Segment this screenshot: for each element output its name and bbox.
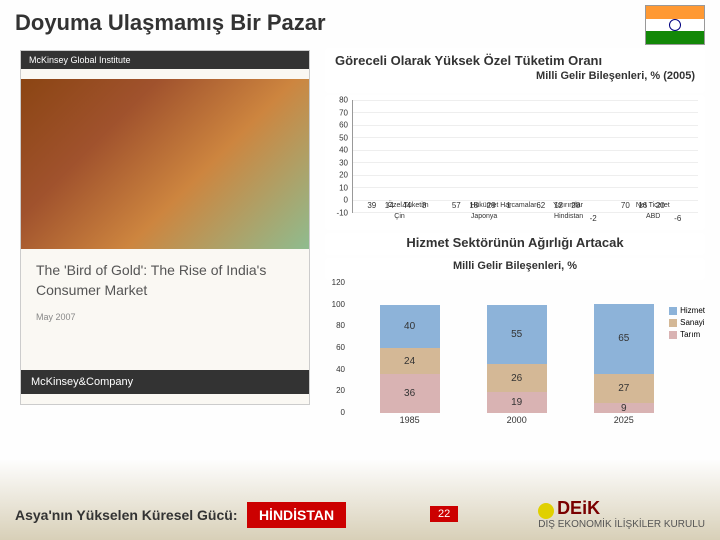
book-date: May 2007 — [21, 312, 309, 322]
book-image — [21, 79, 309, 249]
footer-text: Asya'nın Yükselen Küresel Gücü: — [15, 507, 237, 523]
chart2-title: Hizmet Sektörünün Ağırlığı Artacak — [325, 233, 705, 250]
chart2-header: Hizmet Sektörünün Ağırlığı Artacak — [325, 233, 705, 255]
chart2: 0204060801001203624401985192655200092765… — [325, 283, 705, 428]
india-flag — [645, 5, 705, 45]
book-header: McKinsey Global Institute — [21, 51, 309, 69]
footer-highlight: HİNDİSTAN — [247, 502, 346, 528]
deik-logo: DEiK DIŞ EKONOMİK İLİŞKİLER KURULU — [538, 498, 705, 530]
chart2-subheader: Milli Gelir Bileşenleri, % — [325, 258, 705, 280]
book-cover: McKinsey Global Institute The 'Bird of G… — [20, 50, 310, 405]
chart1: -10010203040506070803914443Çin5718291Jap… — [325, 95, 705, 230]
footer: Asya'nın Yükselen Küresel Gücü: HİNDİSTA… — [15, 502, 346, 528]
logo-brand: DEiK — [557, 498, 600, 518]
chart1-header: Göreceli Olarak Yüksek Özel Tüketim Oran… — [325, 48, 705, 93]
book-footer: McKinsey&Company — [21, 370, 309, 394]
page-title: Doyuma Ulaşmamış Bir Pazar — [0, 0, 720, 36]
book-title: The 'Bird of Gold': The Rise of India's … — [21, 249, 309, 312]
logo-ball-icon — [538, 503, 554, 519]
logo-subtitle: DIŞ EKONOMİK İLİŞKİLER KURULU — [538, 519, 705, 530]
chart1-title: Göreceli Olarak Yüksek Özel Tüketim Oran… — [335, 53, 695, 68]
page-number: 22 — [430, 506, 458, 522]
chart1-subtitle: Milli Gelir Bileşenleri, % (2005) — [335, 70, 695, 82]
chart2-subtitle: Milli Gelir Bileşenleri, % — [325, 258, 705, 272]
